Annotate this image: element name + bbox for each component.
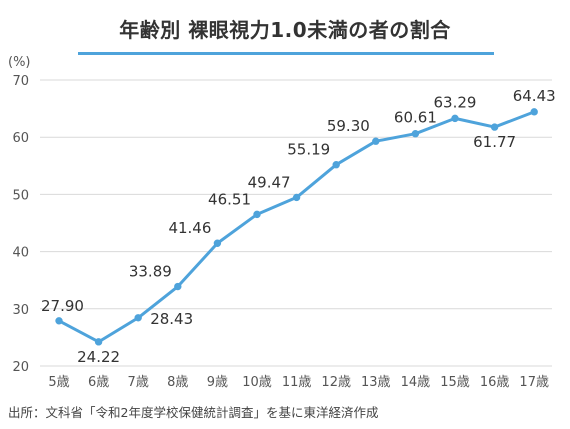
data-point [55, 317, 63, 325]
data-point [372, 137, 380, 145]
data-label: 41.46 [168, 219, 211, 237]
y-tick-label: 60 [12, 131, 29, 146]
data-label: 63.29 [434, 93, 477, 111]
data-label: 46.51 [208, 190, 251, 208]
x-tick-label: 12歳 [321, 375, 351, 390]
x-tick-label: 10歳 [242, 375, 272, 390]
data-point [253, 210, 261, 219]
data-point [134, 314, 142, 322]
x-tick-label: 11歳 [282, 375, 312, 390]
x-tick-label: 7歳 [128, 375, 149, 390]
x-tick-label: 6歳 [88, 375, 109, 390]
title-underline [78, 52, 494, 55]
data-point [213, 239, 222, 247]
y-tick-label: 40 [12, 246, 29, 261]
data-point [530, 108, 538, 116]
data-point [490, 123, 499, 131]
data-point [411, 130, 420, 138]
data-point [174, 282, 182, 291]
x-tick-label: 13歳 [361, 375, 391, 390]
x-tick-label: 17歳 [519, 375, 549, 390]
x-tick-label: 14歳 [401, 375, 431, 390]
data-label: 49.47 [248, 173, 291, 191]
data-point [292, 193, 301, 202]
data-label: 27.90 [41, 297, 84, 315]
y-tick-label: 70 [12, 74, 29, 89]
x-tick-label: 16歳 [480, 375, 510, 390]
grid-lines [40, 79, 552, 367]
data-points [55, 108, 538, 346]
data-label: 28.43 [150, 310, 193, 328]
data-point [332, 161, 340, 169]
data-label: 55.19 [287, 141, 330, 159]
data-label: 59.30 [327, 117, 370, 135]
data-label: 61.77 [473, 133, 516, 151]
chart-title: 年齢別 裸眼視力1.0未満の者の割合 [119, 18, 451, 42]
y-tick-label: 50 [12, 188, 29, 203]
data-label: 60.61 [394, 109, 437, 127]
data-label: 64.43 [513, 87, 556, 105]
y-axis-ticks: 20 30 40 50 60 70 [12, 74, 29, 375]
x-tick-label: 5歳 [48, 375, 69, 390]
x-tick-label: 9歳 [207, 375, 228, 390]
y-tick-label: 30 [12, 303, 29, 318]
data-point [451, 114, 459, 123]
y-tick-label: 20 [12, 360, 29, 375]
data-label: 33.89 [129, 263, 172, 281]
x-tick-label: 15歳 [440, 375, 470, 390]
data-label: 24.22 [77, 348, 120, 366]
y-axis-unit: (%) [8, 55, 31, 70]
source-note: 出所：文科省「令和2年度学校保健統計調査」を基に東洋経済作成 [8, 405, 379, 420]
data-point [94, 338, 103, 346]
x-axis-ticks: 5歳 6歳 7歳 8歳 9歳 10歳 11歳 12歳 13歳 14歳 15歳 16歳 17歳 [48, 375, 549, 390]
x-tick-label: 8歳 [167, 375, 188, 390]
